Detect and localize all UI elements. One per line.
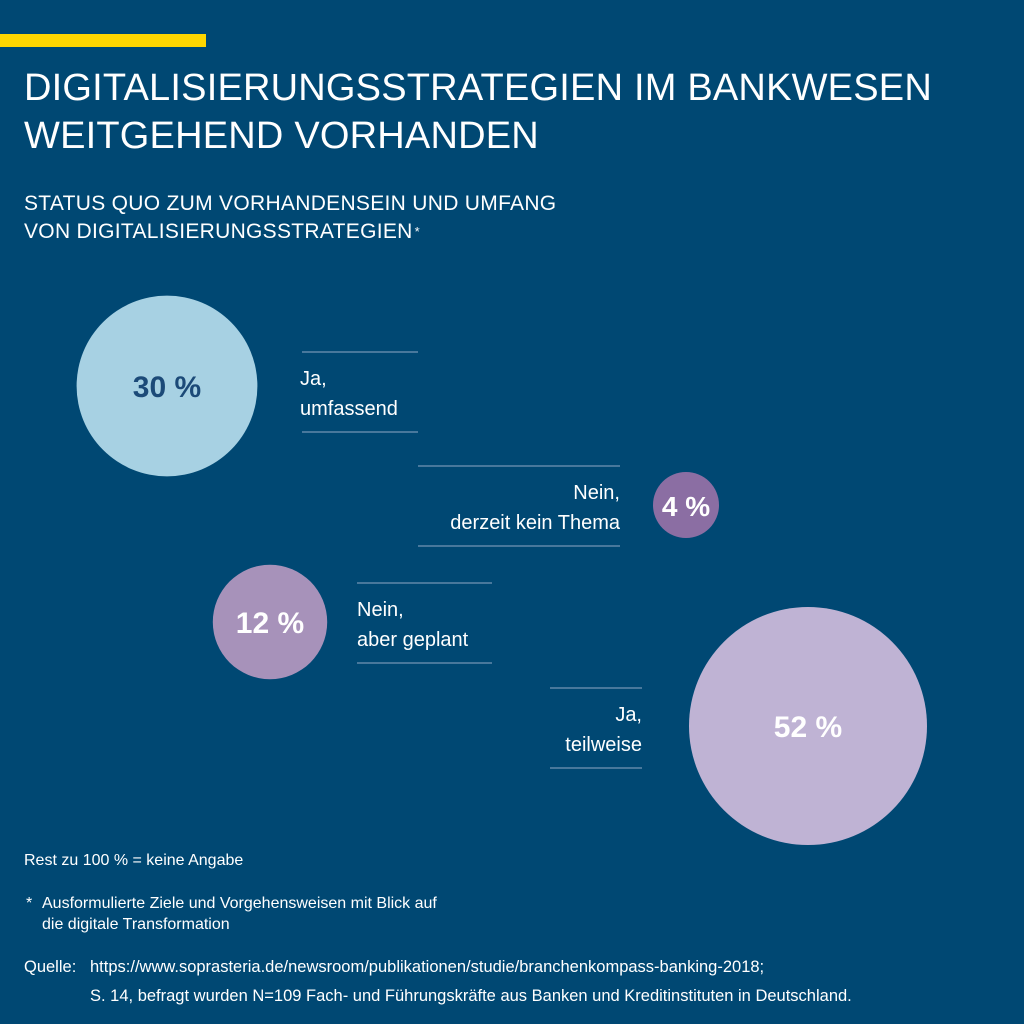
subtitle-line-2: VON DIGITALISIERUNGSSTRATEGIEN (24, 220, 413, 243)
subtitle-line-1: STATUS QUO ZUM VORHANDENSEIN UND UMFANG (24, 192, 557, 215)
bubble-nein_geplant (212, 564, 328, 680)
subtitle-footnote-marker: * (414, 224, 420, 239)
category-label-nein_geplant-line1: Nein, (357, 599, 404, 621)
accent-bar (0, 34, 206, 47)
source-url: https://www.soprasteria.de/newsroom/publ… (90, 958, 765, 976)
title-line-2: WEITGEHEND VORHANDEN (24, 115, 539, 157)
note-rest: Rest zu 100 % = keine Angabe (24, 852, 244, 869)
category-label-ja_teilweise-line2: teilweise (565, 734, 642, 756)
source-detail: S. 14, befragt wurden N=109 Fach- und Fü… (90, 987, 852, 1005)
category-label-nein_geplant-line2: aber geplant (357, 629, 469, 651)
page-title: DIGITALISIERUNGSSTRATEGIEN IM BANKWESEN … (24, 64, 932, 160)
value-label-nein_kein_thema: 4 % (662, 491, 710, 522)
bubble-ja_umfassend (76, 295, 258, 477)
title-line-1: DIGITALISIERUNGSSTRATEGIEN IM BANKWESEN (24, 67, 932, 109)
bubble-nein_kein_thema (653, 472, 719, 538)
source: Quelle: https://www.soprasteria.de/newsro… (24, 953, 852, 1011)
footnote-marker: * (26, 895, 33, 912)
category-label-ja_umfassend-line2: umfassend (300, 398, 398, 420)
category-label-ja_teilweise-line1: Ja, (615, 704, 642, 726)
category-label-nein_kein_thema-line1: Nein, (573, 482, 620, 504)
value-label-ja_umfassend: 30 % (133, 371, 201, 404)
bubble-ja_teilweise (689, 607, 927, 845)
footnote: * Ausformulierte Ziele und Vorgehensweis… (24, 893, 562, 935)
footnote-line-2: die digitale Transformation (42, 916, 230, 933)
category-label-ja_umfassend-line1: Ja, (300, 368, 327, 390)
chart-subtitle: STATUS QUO ZUM VORHANDENSEIN UND UMFANG … (24, 190, 556, 246)
category-label-nein_kein_thema-line2: derzeit kein Thema (450, 512, 621, 534)
value-label-nein_geplant: 12 % (236, 607, 304, 640)
source-prefix: Quelle: (24, 958, 77, 976)
footnote-line-1: Ausformulierte Ziele und Vorgehensweisen… (42, 895, 437, 912)
value-label-ja_teilweise: 52 % (774, 711, 842, 744)
